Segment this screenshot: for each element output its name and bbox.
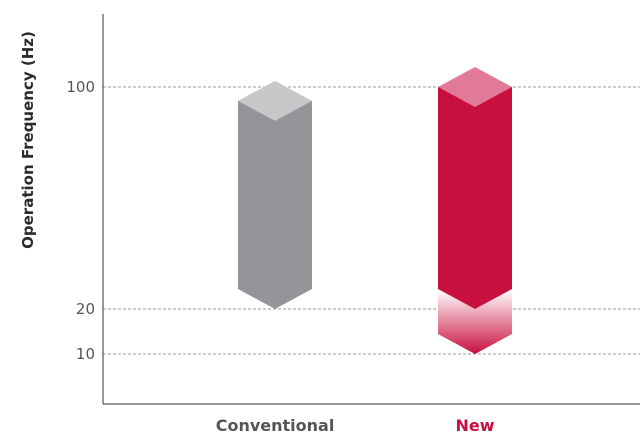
bar-new <box>438 67 512 354</box>
bar-new-extension <box>438 289 512 354</box>
category-label-conventional: Conventional <box>216 416 335 435</box>
bar-conventional-body <box>238 100 312 309</box>
bar-conventional-top <box>238 80 312 121</box>
bar-conventional <box>238 80 312 309</box>
bar-new-body <box>438 87 512 309</box>
y-axis-label: Operation Frequency (Hz) <box>19 31 37 249</box>
y-tick-label-20: 20 <box>76 300 95 318</box>
y-tick-label-100: 100 <box>66 78 95 96</box>
y-axis-ticks: 100 20 10 <box>66 78 95 363</box>
bars <box>238 67 512 354</box>
grid-lines <box>103 86 640 355</box>
bar-new-top <box>438 67 512 107</box>
y-tick-label-10: 10 <box>76 345 95 363</box>
category-label-new: New <box>455 416 494 435</box>
